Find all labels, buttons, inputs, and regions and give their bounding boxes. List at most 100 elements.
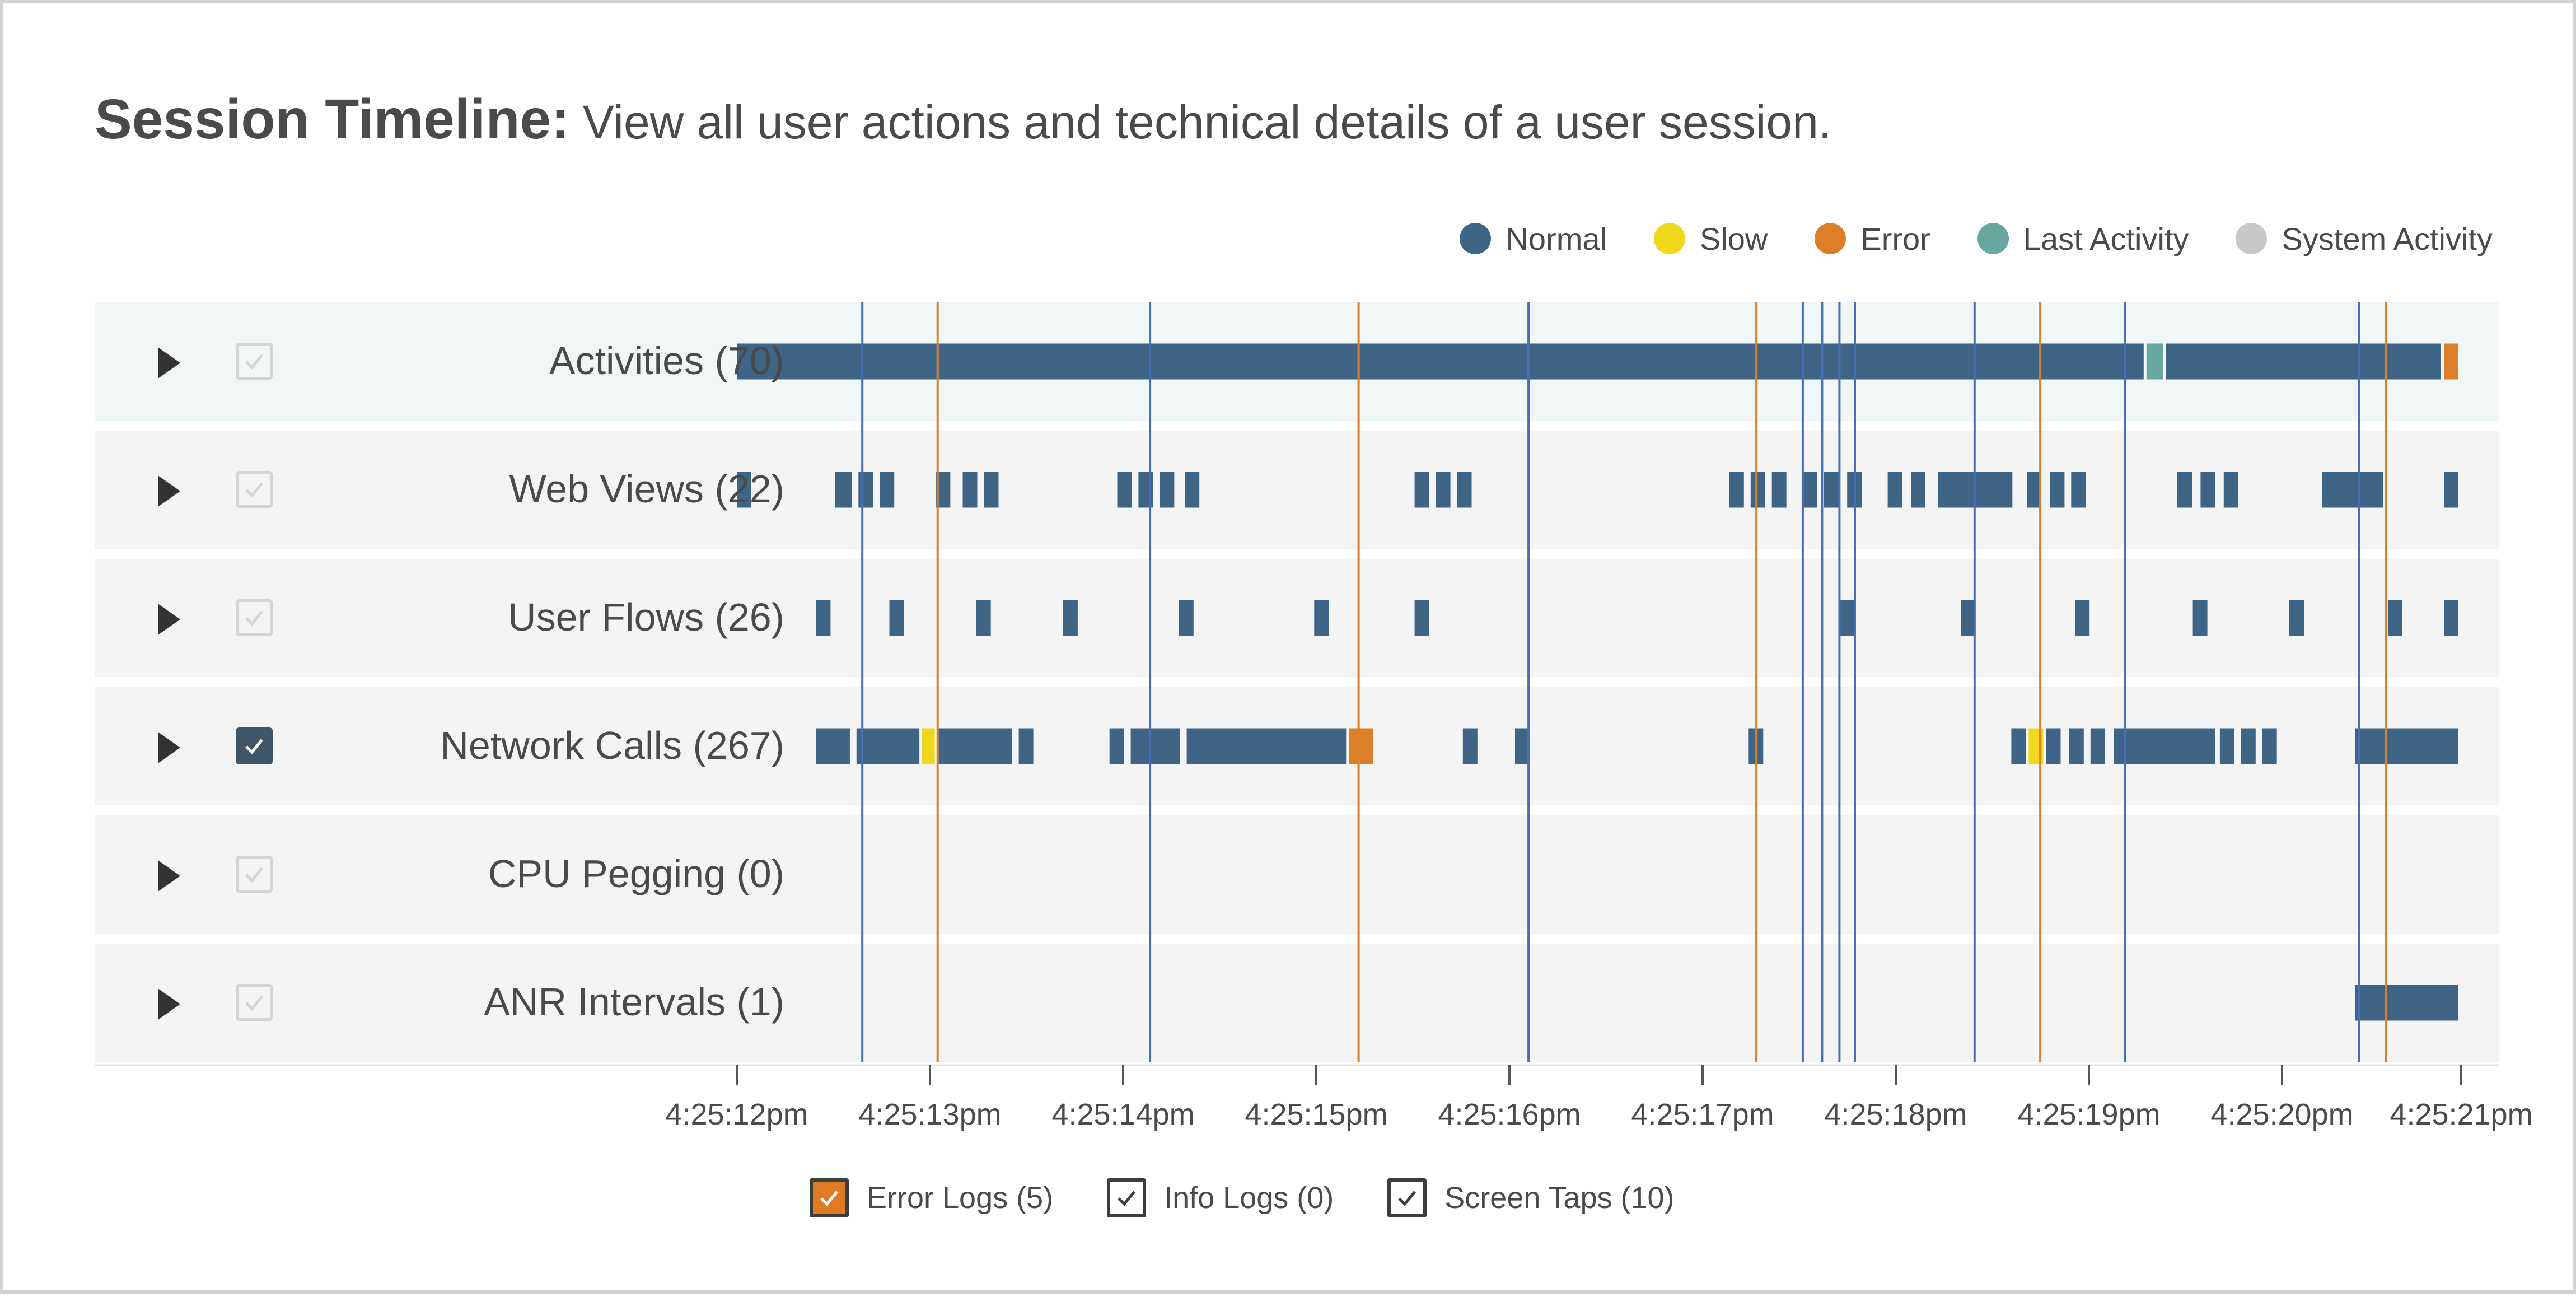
timeline-segment-normal[interactable] [1186, 728, 1347, 764]
timeline-segment-normal[interactable] [1117, 472, 1132, 508]
log-filters: Error Logs (5) Info Logs (0) Screen Taps (… [810, 1177, 1728, 1219]
timeline-segment-normal[interactable] [2177, 472, 2192, 508]
timeline-segment-normal[interactable] [2027, 472, 2041, 508]
expand-arrow-icon[interactable] [158, 604, 180, 635]
legend-dot-icon [1977, 223, 2009, 254]
timeline-segment-normal[interactable] [1750, 472, 1765, 508]
timeline-segment-normal[interactable] [2166, 343, 2441, 380]
timeline-segment-normal[interactable] [1729, 472, 1744, 508]
timeline-segment-normal[interactable] [1771, 472, 1787, 508]
timeline-segment-normal[interactable] [1185, 472, 1200, 508]
axis-tick-label: 4:25:18pm [1824, 1098, 1967, 1131]
timeline-segment-normal[interactable] [1130, 728, 1180, 764]
timeline-segment-normal[interactable] [2090, 728, 2105, 764]
filter-checkbox[interactable] [810, 1178, 849, 1217]
expand-arrow-icon[interactable] [158, 988, 180, 1020]
timeline-segment-last[interactable] [2146, 343, 2163, 380]
timeline-segment-normal[interactable] [889, 600, 904, 636]
timeline-segment-normal[interactable] [2011, 728, 2026, 764]
timeline-segment-normal[interactable] [816, 600, 831, 636]
timeline-segment-normal[interactable] [2444, 472, 2458, 508]
timeline-row: User Flows (26) [95, 559, 2499, 677]
timeline-segment-normal[interactable] [976, 600, 991, 636]
timeline-segment-normal[interactable] [2241, 728, 2256, 764]
timeline-segment-normal[interactable] [1911, 472, 1925, 508]
filter-checkbox[interactable] [1107, 1178, 1147, 1217]
timeline-segment-normal[interactable] [2355, 728, 2458, 764]
timeline-segment-normal[interactable] [962, 472, 978, 508]
row-label: Activities (70) [549, 339, 784, 382]
timeline-segment-normal[interactable] [1824, 472, 1839, 508]
timeline-segment-normal[interactable] [1887, 472, 1902, 508]
timeline-segment-normal[interactable] [816, 728, 850, 764]
filter-label: Screen Taps (10) [1444, 1181, 1675, 1215]
filter-toggle[interactable]: Info Logs (0) [1107, 1178, 1334, 1217]
timeline-segment-normal[interactable] [2444, 600, 2458, 636]
timeline-segment-normal[interactable] [2071, 472, 2086, 508]
timeline-segment-normal[interactable] [1160, 472, 1175, 508]
timeline-segment-normal[interactable] [2322, 472, 2383, 508]
timeline-segment-normal[interactable] [2114, 728, 2215, 764]
timeline-segment-normal[interactable] [1314, 600, 1329, 636]
checkmark-icon [245, 482, 263, 498]
timeline-segment-error[interactable] [2444, 343, 2458, 380]
row-background [95, 944, 2499, 1062]
timeline-segment-normal[interactable] [2223, 472, 2238, 508]
axis-tick-label: 4:25:15pm [1245, 1098, 1388, 1131]
timeline-segment-normal[interactable] [1063, 600, 1078, 636]
expand-arrow-icon[interactable] [158, 347, 180, 379]
row-checkbox[interactable] [236, 343, 273, 380]
timeline-segment-normal[interactable] [1109, 728, 1124, 764]
timeline-segment-normal[interactable] [2075, 600, 2090, 636]
timeline-segment-normal[interactable] [1179, 600, 1194, 636]
timeline-segment-normal[interactable] [880, 472, 895, 508]
timeline-segment-normal[interactable] [1802, 472, 1817, 508]
timeline-segment-normal[interactable] [858, 472, 873, 508]
axis-tick-label: 4:25:12pm [665, 1098, 808, 1131]
row-background [95, 431, 2499, 549]
timeline-segment-normal[interactable] [2192, 600, 2208, 636]
expand-arrow-icon[interactable] [158, 860, 180, 892]
timeline-segment-normal[interactable] [2069, 728, 2084, 764]
timeline-segment-normal[interactable] [2219, 728, 2234, 764]
row-checkbox[interactable] [236, 856, 273, 893]
filter-checkbox[interactable] [1387, 1178, 1427, 1217]
filter-toggle[interactable]: Screen Taps (10) [1387, 1178, 1675, 1217]
timeline-segment-normal[interactable] [2289, 600, 2304, 636]
expand-arrow-icon[interactable] [158, 475, 180, 507]
timeline-segment-normal[interactable] [2200, 472, 2215, 508]
row-label: Network Calls (267) [440, 724, 784, 767]
timeline-segment-normal[interactable] [2387, 600, 2402, 636]
expand-arrow-icon[interactable] [158, 732, 180, 763]
timeline-segment-normal[interactable] [2050, 472, 2065, 508]
timeline-segment-normal[interactable] [1018, 728, 1034, 764]
timeline-segment-slow[interactable] [922, 728, 935, 764]
legend-item: Slow [1653, 221, 1768, 257]
timeline-segment-normal[interactable] [1414, 472, 1429, 508]
timeline-chart [95, 302, 2499, 1085]
row-checkbox[interactable] [236, 599, 273, 636]
timeline-segment-normal[interactable] [835, 472, 852, 508]
row-checkbox[interactable] [236, 471, 273, 508]
time-axis: 4:25:12pm 4:25:13pm 4:25:14pm 4:25:15pm 4:25… [3, 1061, 2576, 1139]
timeline-segment-normal[interactable] [2046, 728, 2061, 764]
timeline-segment-normal[interactable] [2355, 985, 2458, 1021]
filter-toggle[interactable]: Error Logs (5) [810, 1178, 1053, 1217]
timeline-segment-normal[interactable] [737, 472, 751, 508]
timeline-segment-normal[interactable] [984, 472, 999, 508]
timeline-segment-normal[interactable] [856, 728, 920, 764]
timeline-segment-normal[interactable] [1462, 728, 1478, 764]
timeline-segment-normal[interactable] [737, 343, 2144, 380]
timeline-segment-normal[interactable] [1414, 600, 1429, 636]
timeline-segment-normal[interactable] [1515, 728, 1530, 764]
timeline-segment-normal[interactable] [1457, 472, 1472, 508]
timeline-segment-error[interactable] [1349, 728, 1373, 764]
row-checkbox[interactable] [236, 727, 273, 764]
row-checkbox[interactable] [236, 984, 273, 1021]
timeline-segment-normal[interactable] [2262, 728, 2277, 764]
timeline-segment-normal[interactable] [1839, 600, 1854, 636]
legend: Normal Slow Error Last Activity System Activ… [1413, 219, 2493, 258]
timeline-segment-normal[interactable] [1961, 600, 1976, 636]
timeline-segment-normal[interactable] [1436, 472, 1451, 508]
timeline-segment-normal[interactable] [937, 728, 1012, 764]
